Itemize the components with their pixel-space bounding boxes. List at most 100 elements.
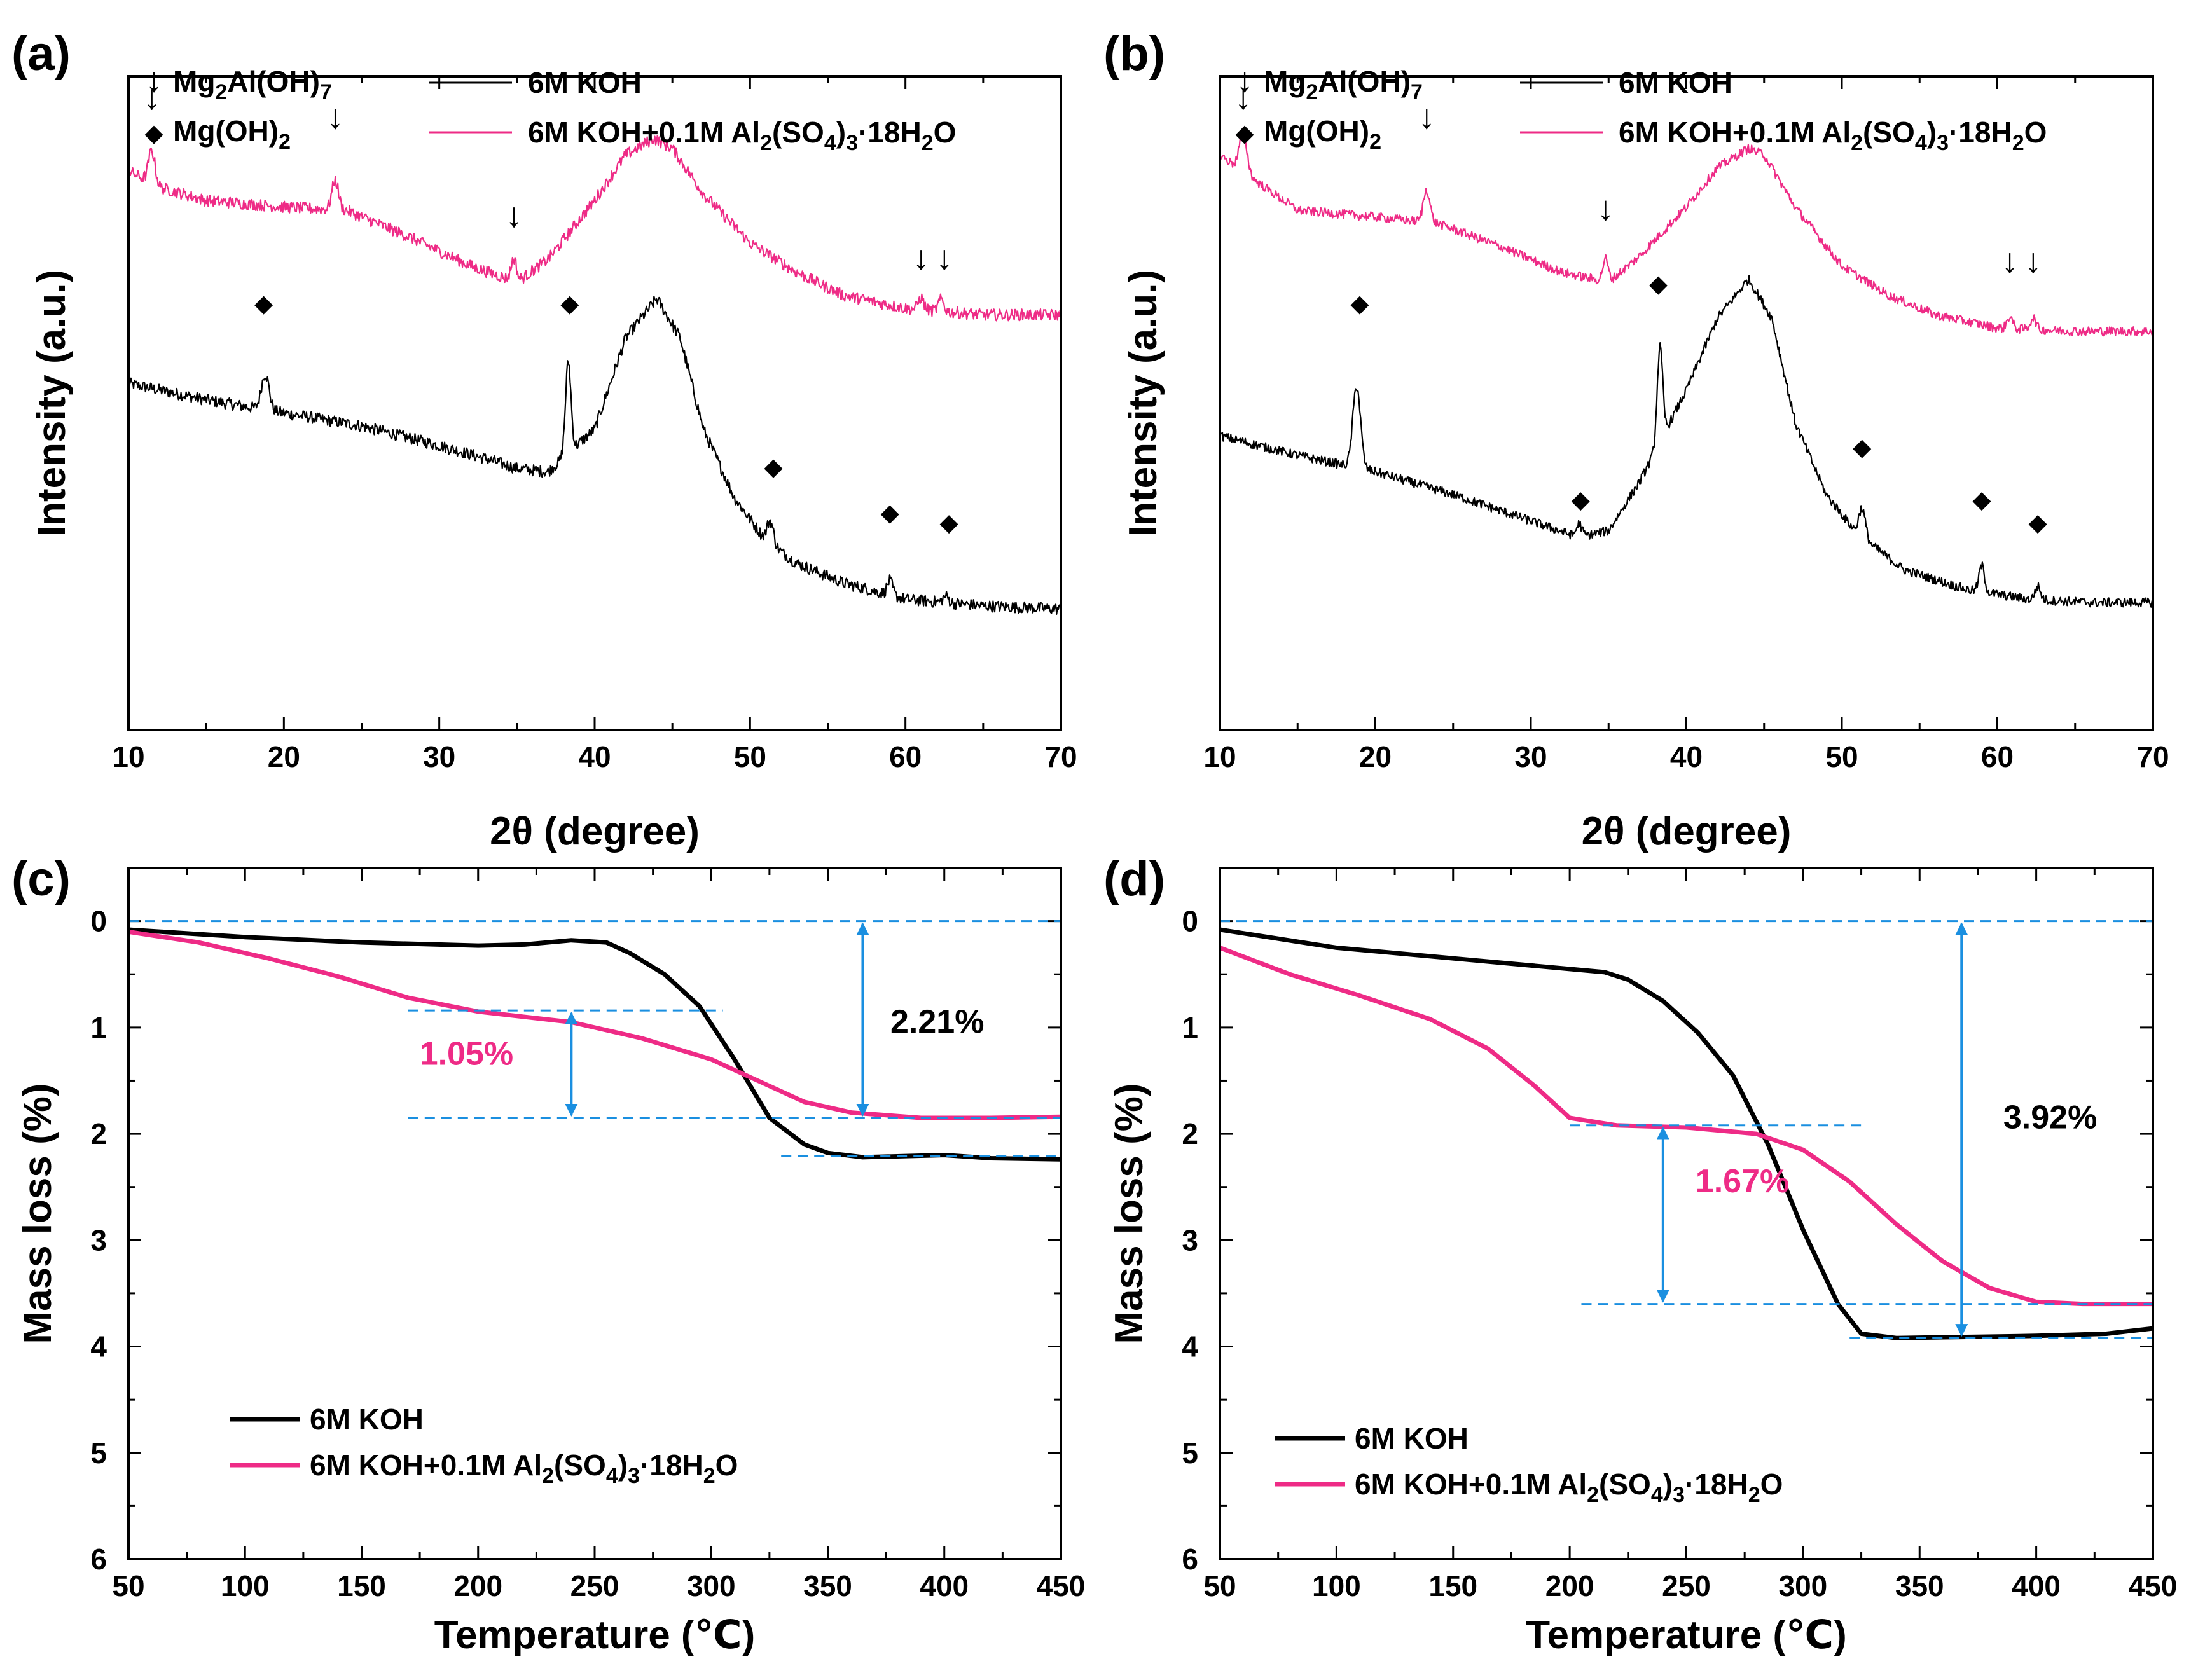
x-tick-label: 70: [1044, 740, 1077, 773]
plot-frame: [127, 75, 1062, 731]
x-tick-label: 450: [1037, 1569, 1086, 1602]
y-axis-c: 0 1 2 3 4 5 6: [90, 905, 1061, 1576]
diamond-marker: ◆: [560, 291, 579, 317]
legend-c: 6M KOH 6M KOH+0.1M Al2(SO4)3·18H2O: [230, 1403, 738, 1488]
y-axis-title: Intensity (a.u.): [30, 270, 74, 537]
x-tick-label: 250: [1662, 1569, 1711, 1602]
x-tick-label: 10: [112, 740, 144, 773]
arrow-marker: ↓: [326, 98, 343, 136]
arrow-marker: ↓: [1597, 189, 1614, 228]
y-tick-label: 3: [90, 1223, 107, 1257]
x-tick-label: 400: [2012, 1569, 2061, 1602]
mass-loss-annotation: 1.05%: [420, 1035, 513, 1072]
y-axis-title: Intensity (a.u.): [1121, 270, 1165, 537]
plot-frame: [1219, 867, 2154, 1560]
y-tick-label: 5: [1182, 1436, 1198, 1470]
x-axis-a: 10 20 30 40 50 60 70: [112, 76, 1077, 773]
reference-lines-d: [1220, 920, 2153, 1339]
legend-diamond-symbol: ◆: [1235, 120, 1254, 147]
x-tick-label: 50: [112, 1569, 144, 1602]
y-tick-label: 4: [1182, 1330, 1198, 1363]
series-group-a: [128, 135, 1061, 615]
x-tick-label: 40: [578, 740, 611, 773]
legend-marker-label: Mg2Al(OH)7: [1264, 65, 1423, 104]
x-tick-label: 450: [2129, 1569, 2178, 1602]
panel-b: (b)10 20 30 40 50 60 70↓↓↓↓ ↓◆◆◆◆◆◆2θ (degree)I…: [1103, 27, 2169, 853]
x-tick-label: 50: [1203, 1569, 1236, 1602]
x-axis-title: 2θ (degree): [490, 809, 700, 853]
legend-series-label: 6M KOH: [310, 1403, 424, 1436]
y-tick-label: 6: [90, 1543, 107, 1576]
plot-frame: [127, 867, 1062, 1560]
x-tick-label: 400: [920, 1569, 969, 1602]
y-tick-label: 0: [1182, 905, 1198, 938]
panel-label-d: (d): [1103, 852, 1165, 906]
diamond-marker: ◆: [881, 500, 900, 527]
x-tick-label: 20: [1359, 740, 1392, 773]
x-tick-label: 20: [268, 740, 300, 773]
legend-series-label: 6M KOH+0.1M Al2(SO4)3·18H2O: [1619, 116, 2047, 155]
legend-d: 6M KOH 6M KOH+0.1M Al2(SO4)3·18H2O: [1275, 1422, 1783, 1507]
series-line-koh-al: [128, 135, 1061, 322]
x-tick-label: 100: [221, 1569, 270, 1602]
x-tick-label: 60: [889, 740, 922, 773]
legend-marker-label: Mg2Al(OH)7: [173, 65, 332, 104]
diamond-marker: ◆: [2028, 509, 2047, 536]
arrow-marker: ↓: [505, 196, 522, 234]
diamond-marker: ◆: [939, 509, 958, 536]
legend-arrow-symbol: ↓: [1236, 61, 1254, 99]
legend-series-label: 6M KOH: [1355, 1422, 1469, 1455]
panel-c: (c) 50 100 150 200 250 300 350 400 450 0 1 2 3 4 5 6 2.21…: [11, 852, 1085, 1657]
series-line-koh-al: [1220, 127, 2153, 337]
y-tick-label: 5: [90, 1436, 107, 1470]
y-tick-label: 1: [1182, 1011, 1198, 1044]
x-tick-label: 350: [1895, 1569, 1944, 1602]
y-axis-title: Mass loss (%): [1107, 1083, 1151, 1344]
x-tick-label: 30: [423, 740, 455, 773]
series-line-koh: [1220, 275, 2153, 608]
legend-marker-label: Mg(OH)2: [173, 114, 291, 154]
x-tick-label: 200: [1545, 1569, 1594, 1602]
y-tick-label: 6: [1182, 1543, 1198, 1576]
y-tick-label: 1: [90, 1011, 107, 1044]
series-line-koh-al: [128, 929, 1061, 1120]
plot-frame: [1219, 75, 2154, 731]
arrow-marker: ↓: [913, 238, 930, 277]
y-axis-title: Mass loss (%): [16, 1083, 60, 1344]
series-group-c: [128, 927, 1061, 1162]
diamond-marker: ◆: [764, 454, 783, 481]
arrow-marker: ↓: [143, 78, 160, 116]
legend-arrow-symbol: ↓: [146, 61, 163, 99]
reference-lines-c: [128, 920, 1061, 1157]
x-tick-label: 40: [1670, 740, 1703, 773]
x-tick-label: 50: [734, 740, 766, 773]
series-line-koh: [128, 927, 1061, 1162]
x-tick-label: 50: [1825, 740, 1858, 773]
panel-label-b: (b): [1103, 27, 1165, 81]
mass-loss-annotation: 3.92%: [2003, 1099, 2097, 1136]
series-line-koh: [128, 296, 1061, 615]
peak-markers-b: ↓↓↓↓ ↓◆◆◆◆◆◆: [1234, 78, 2047, 536]
arrow-marker: ↓: [1234, 78, 1252, 116]
diamond-marker: ◆: [1572, 486, 1591, 513]
x-axis-title: Temperature (℃): [1526, 1613, 1847, 1657]
x-axis-title: Temperature (℃): [434, 1613, 756, 1657]
x-tick-label: 300: [1779, 1569, 1828, 1602]
arrow-marker: ↓: [1418, 98, 1435, 136]
diamond-marker: ◆: [254, 291, 273, 317]
series-line-koh-al: [1220, 945, 2153, 1307]
x-tick-label: 150: [1428, 1569, 1477, 1602]
panel-a: (a)10 20 30 40 50 60 70↓↓↓↓ ↓◆ ◆◆◆ ◆2θ (degree)In…: [11, 27, 1077, 853]
legend-series-label: 6M KOH+0.1M Al2(SO4)3·18H2O: [528, 116, 956, 155]
y-tick-label: 2: [1182, 1117, 1198, 1150]
arrow-marker: ↓: [2001, 242, 2019, 280]
series-group-b: [1220, 127, 2153, 608]
x-tick-label: 150: [337, 1569, 386, 1602]
y-tick-label: 0: [90, 905, 107, 938]
x-axis-b: 10 20 30 40 50 60 70: [1203, 76, 2169, 773]
mass-loss-annotation: 2.21%: [890, 1003, 984, 1040]
x-axis-title: 2θ (degree): [1582, 809, 1792, 853]
